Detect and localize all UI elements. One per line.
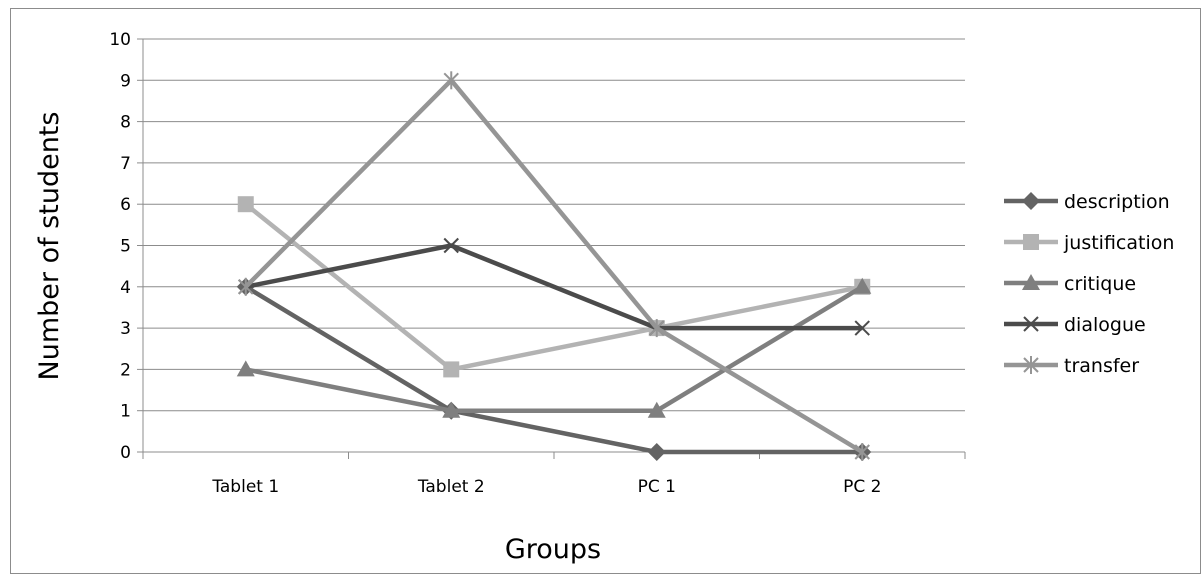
y-tick-labels: 0 1 2 3 4 5 6 7 8 9 10 (109, 30, 131, 463)
legend-marker-description (1022, 192, 1040, 210)
y-tick-label-6: 6 (120, 195, 131, 215)
point-transfer-0 (238, 277, 254, 296)
axes (137, 38, 966, 459)
x-tick-label-1: Tablet 2 (417, 477, 485, 497)
point-transfer-2 (649, 319, 665, 338)
legend-marker-justification (1023, 234, 1039, 250)
legend-marker-transfer (1023, 356, 1039, 374)
y-tick-label-2: 2 (120, 360, 131, 380)
point-justification-0 (237, 196, 254, 213)
x-tick-label-0: Tablet 1 (211, 477, 279, 497)
y-tick-label-1: 1 (120, 402, 131, 422)
y-axis-title: Number of students (34, 112, 65, 381)
point-critique-2 (647, 401, 666, 418)
y-tick-label-5: 5 (120, 237, 131, 257)
y-tick-label-9: 9 (120, 71, 131, 91)
series-line-justification (244, 202, 863, 372)
x-axis-title: Groups (505, 534, 601, 565)
y-tick-label-4: 4 (120, 278, 131, 298)
series-line-transfer (244, 78, 864, 454)
legend-label-justification: justification (1063, 232, 1174, 254)
legend-label-dialogue: dialogue (1064, 314, 1146, 336)
legend-marker-critique (1022, 274, 1040, 290)
point-dialogue-1 (443, 237, 459, 254)
legend-marker-dialogue (1023, 316, 1039, 332)
chart-frame (10, 8, 1201, 574)
series-critique (236, 277, 872, 418)
series-line-description (244, 284, 863, 455)
point-transfer-3 (854, 443, 870, 461)
point-dialogue-3-stroke-b (854, 320, 870, 336)
legend-item-dialogue: dialogue (1004, 314, 1146, 336)
series-line-critique (245, 284, 864, 413)
point-description-2 (647, 443, 666, 461)
point-critique-3 (853, 277, 872, 294)
y-tick-label-10: 10 (109, 30, 131, 50)
series-line-dialogue (245, 243, 863, 331)
series-transfer (238, 71, 870, 461)
point-dialogue-1-stroke-b (443, 237, 459, 254)
point-critique-0 (236, 360, 255, 377)
x-tick-label-2: PC 1 (638, 477, 676, 497)
point-justification-1 (443, 361, 460, 378)
x-tick-labels: Tablet 1 Tablet 2 PC 1 PC 2 (211, 477, 881, 497)
point-critique-1 (442, 401, 461, 418)
legend-marker-dialogue-stroke-b (1023, 316, 1039, 332)
y-tick-label-8: 8 (120, 113, 131, 133)
y-tick-label-3: 3 (120, 319, 131, 339)
legend-item-justification: justification (1004, 232, 1174, 254)
legend-label-description: description (1064, 191, 1170, 213)
series-lines (236, 71, 872, 461)
point-dialogue-3 (854, 320, 870, 336)
legend-item-critique: critique (1004, 273, 1136, 295)
legend-label-transfer: transfer (1064, 355, 1139, 377)
gridlines (143, 38, 965, 412)
legend-label-critique: critique (1064, 273, 1136, 295)
y-tick-label-0: 0 (120, 443, 131, 463)
legend-item-transfer: transfer (1004, 355, 1139, 377)
legend-item-description: description (1004, 191, 1170, 213)
point-transfer-1 (443, 71, 459, 90)
y-tick-label-7: 7 (120, 154, 131, 174)
legend: description justification critique dialogue… (1004, 191, 1174, 377)
x-tick-label-3: PC 2 (843, 477, 881, 497)
